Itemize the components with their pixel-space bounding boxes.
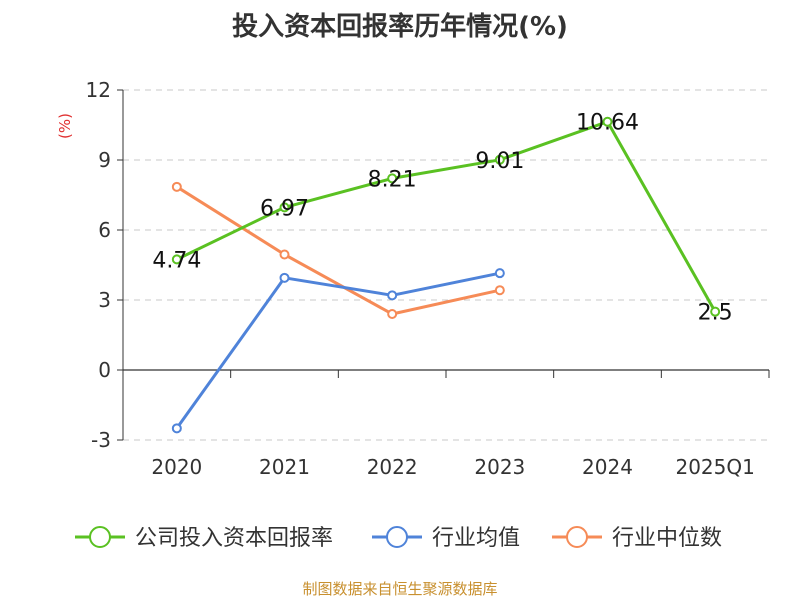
grid-lines bbox=[123, 89, 769, 441]
y-tick-label: 12 bbox=[86, 78, 111, 102]
axes: -3 0 3 6 9 12 2020 2021 2022 2023 2024 2025Q1 bbox=[86, 78, 770, 479]
data-label: 10.64 bbox=[576, 111, 639, 136]
data-point bbox=[710, 306, 721, 317]
legend-marker bbox=[566, 526, 588, 548]
legend-item-2[interactable]: 行业中位数 bbox=[552, 526, 722, 551]
data-point bbox=[279, 272, 290, 283]
series-line-0 bbox=[176, 120, 717, 313]
data-point bbox=[171, 254, 182, 265]
data-point bbox=[387, 173, 398, 184]
source-note: 制图数据来自恒生聚源数据库 bbox=[302, 580, 498, 598]
data-point bbox=[171, 181, 182, 192]
y-tick-label: 9 bbox=[98, 148, 111, 172]
legend-marker bbox=[89, 526, 111, 548]
series-line-1 bbox=[175, 271, 501, 430]
x-tick-label: 2023 bbox=[474, 455, 525, 479]
chart-title: 投入资本回报率历年情况(%) bbox=[232, 12, 568, 42]
data-label: 6.97 bbox=[260, 196, 309, 221]
data-point bbox=[494, 268, 505, 279]
data-point bbox=[279, 202, 290, 213]
data-labels: 4.74 6.97 8.21 9.01 10.64 2.5 bbox=[152, 111, 732, 326]
legend-label: 公司投入资本回报率 bbox=[135, 526, 333, 551]
legend-label: 行业中位数 bbox=[612, 526, 722, 551]
x-tick-label: 2024 bbox=[582, 455, 633, 479]
data-label: 4.74 bbox=[152, 248, 201, 273]
legend-item-1[interactable]: 行业均值 bbox=[372, 526, 520, 551]
data-point bbox=[171, 423, 182, 434]
data-label: 2.5 bbox=[698, 301, 733, 326]
data-point bbox=[602, 116, 613, 127]
y-tick-label: 3 bbox=[98, 288, 111, 312]
x-tick-label: 2020 bbox=[151, 455, 202, 479]
series bbox=[171, 116, 721, 434]
legend-label: 行业均值 bbox=[432, 526, 520, 551]
data-point bbox=[387, 309, 398, 319]
x-tick-label: 2021 bbox=[259, 455, 310, 479]
data-point bbox=[387, 290, 398, 301]
y-axis-label: (%) bbox=[56, 113, 74, 139]
data-point bbox=[279, 249, 290, 260]
y-tick-label: 6 bbox=[98, 218, 111, 242]
legend-item-0[interactable]: 公司投入资本回报率 bbox=[75, 526, 333, 551]
data-point bbox=[494, 154, 505, 165]
x-tick-label: 2025Q1 bbox=[675, 455, 754, 479]
data-label: 8.21 bbox=[368, 167, 417, 192]
x-tick-label: 2022 bbox=[367, 455, 418, 479]
y-tick-label: 0 bbox=[98, 358, 111, 382]
series-line-2 bbox=[176, 185, 501, 316]
data-point bbox=[494, 285, 505, 296]
legend: 公司投入资本回报率 行业均值 行业中位数 bbox=[75, 526, 722, 551]
y-tick-label: -3 bbox=[91, 428, 111, 452]
legend-marker bbox=[386, 526, 408, 548]
data-label: 9.01 bbox=[475, 149, 524, 174]
